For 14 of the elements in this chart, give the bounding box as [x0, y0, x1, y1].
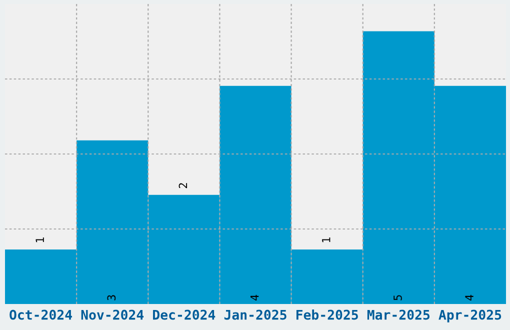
data-label: 4 — [250, 294, 259, 300]
x-tick-label: Jan-2025 — [224, 310, 286, 320]
x-tick-label: Feb-2025 — [296, 310, 358, 320]
data-label: 5 — [394, 295, 402, 300]
x-tick-label: Mar-2025 — [367, 310, 430, 320]
data-label: 3 — [107, 295, 116, 300]
data-label: 1 — [322, 238, 330, 242]
x-tick-label: Nov-2024 — [81, 310, 144, 320]
x-tick-label: Apr-2025 — [438, 310, 502, 322]
x-tick-label: Dec-2024 — [153, 310, 216, 320]
data-label: 2 — [178, 183, 188, 188]
x-tick-label: Oct-2024 — [10, 310, 72, 320]
data-label: 4 — [465, 294, 474, 300]
data-label: 1 — [36, 238, 44, 242]
